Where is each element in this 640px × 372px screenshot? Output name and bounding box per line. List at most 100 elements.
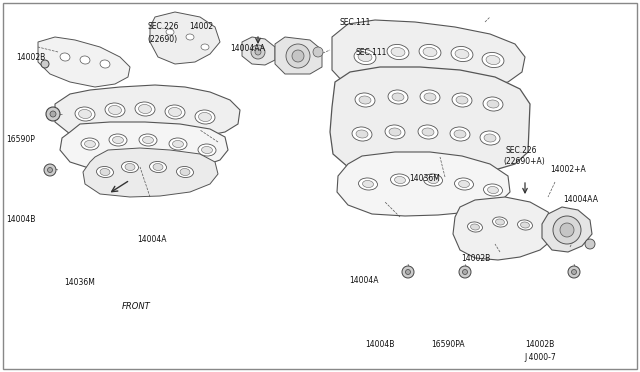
Ellipse shape: [202, 147, 212, 154]
Ellipse shape: [79, 109, 92, 119]
Ellipse shape: [488, 186, 499, 193]
Ellipse shape: [125, 163, 135, 170]
Ellipse shape: [168, 108, 182, 116]
Ellipse shape: [418, 125, 438, 139]
Circle shape: [251, 45, 265, 59]
Ellipse shape: [153, 163, 163, 170]
Polygon shape: [453, 197, 555, 260]
Text: 14004AA: 14004AA: [563, 195, 598, 203]
Ellipse shape: [390, 174, 410, 186]
Ellipse shape: [518, 220, 532, 230]
Ellipse shape: [97, 167, 113, 177]
Circle shape: [292, 50, 304, 62]
Circle shape: [406, 269, 410, 275]
Polygon shape: [275, 37, 322, 74]
Circle shape: [459, 266, 471, 278]
Polygon shape: [60, 122, 228, 172]
Circle shape: [44, 164, 56, 176]
Ellipse shape: [166, 29, 174, 35]
Ellipse shape: [173, 141, 184, 148]
Polygon shape: [330, 67, 530, 178]
Text: (22690+A): (22690+A): [503, 157, 545, 166]
Ellipse shape: [468, 222, 483, 232]
Ellipse shape: [385, 125, 405, 139]
Ellipse shape: [75, 107, 95, 121]
Ellipse shape: [450, 127, 470, 141]
Ellipse shape: [60, 53, 70, 61]
Ellipse shape: [389, 128, 401, 136]
Ellipse shape: [143, 137, 154, 144]
Ellipse shape: [139, 134, 157, 146]
Ellipse shape: [359, 96, 371, 104]
Text: 14002B: 14002B: [525, 340, 554, 349]
Polygon shape: [150, 12, 220, 64]
Polygon shape: [83, 148, 218, 197]
Ellipse shape: [186, 34, 194, 40]
Circle shape: [41, 60, 49, 68]
Ellipse shape: [165, 105, 185, 119]
Ellipse shape: [195, 110, 215, 124]
Ellipse shape: [424, 174, 442, 186]
Ellipse shape: [456, 96, 468, 104]
Text: 16590PA: 16590PA: [431, 340, 465, 349]
Ellipse shape: [394, 176, 406, 183]
Ellipse shape: [482, 52, 504, 68]
Ellipse shape: [420, 90, 440, 104]
Text: 14002+A: 14002+A: [550, 165, 586, 174]
Ellipse shape: [451, 46, 473, 62]
Circle shape: [553, 216, 581, 244]
Polygon shape: [242, 37, 275, 65]
Polygon shape: [337, 152, 510, 216]
Ellipse shape: [138, 105, 152, 113]
Ellipse shape: [356, 130, 368, 138]
Ellipse shape: [480, 131, 500, 145]
Ellipse shape: [201, 44, 209, 50]
Text: 14036M: 14036M: [64, 278, 95, 287]
Text: 14002B: 14002B: [16, 53, 45, 62]
Ellipse shape: [486, 55, 500, 65]
Ellipse shape: [358, 52, 372, 61]
Ellipse shape: [198, 144, 216, 156]
Circle shape: [255, 49, 261, 55]
Text: 14002B: 14002B: [461, 254, 490, 263]
Ellipse shape: [493, 217, 508, 227]
Text: SEC.111: SEC.111: [355, 48, 387, 57]
Ellipse shape: [454, 178, 474, 190]
Text: 14004A: 14004A: [138, 235, 167, 244]
Polygon shape: [542, 207, 592, 252]
Ellipse shape: [109, 106, 122, 115]
Ellipse shape: [362, 180, 374, 187]
Polygon shape: [332, 20, 525, 94]
Text: 14004A: 14004A: [349, 276, 378, 285]
Text: 14004AA: 14004AA: [230, 44, 266, 53]
Polygon shape: [38, 37, 130, 87]
Ellipse shape: [455, 49, 469, 58]
Ellipse shape: [355, 93, 375, 107]
Ellipse shape: [100, 60, 110, 68]
Ellipse shape: [520, 222, 529, 228]
Text: 14004B: 14004B: [6, 215, 36, 224]
Ellipse shape: [470, 224, 479, 230]
Ellipse shape: [387, 44, 409, 60]
Ellipse shape: [422, 128, 434, 136]
Circle shape: [402, 266, 414, 278]
Circle shape: [463, 269, 467, 275]
Circle shape: [50, 111, 56, 117]
Ellipse shape: [484, 184, 502, 196]
Ellipse shape: [150, 161, 166, 173]
Ellipse shape: [109, 134, 127, 146]
Ellipse shape: [180, 169, 190, 176]
Text: SEC.226: SEC.226: [147, 22, 179, 31]
Circle shape: [572, 269, 577, 275]
Ellipse shape: [177, 167, 193, 177]
Ellipse shape: [100, 169, 110, 176]
Circle shape: [313, 47, 323, 57]
Text: 16590P: 16590P: [6, 135, 35, 144]
Ellipse shape: [458, 180, 470, 187]
Ellipse shape: [484, 134, 496, 142]
Text: SEC.226: SEC.226: [506, 146, 537, 155]
Circle shape: [46, 107, 60, 121]
Ellipse shape: [113, 137, 124, 144]
Ellipse shape: [419, 44, 441, 60]
Ellipse shape: [391, 48, 405, 57]
